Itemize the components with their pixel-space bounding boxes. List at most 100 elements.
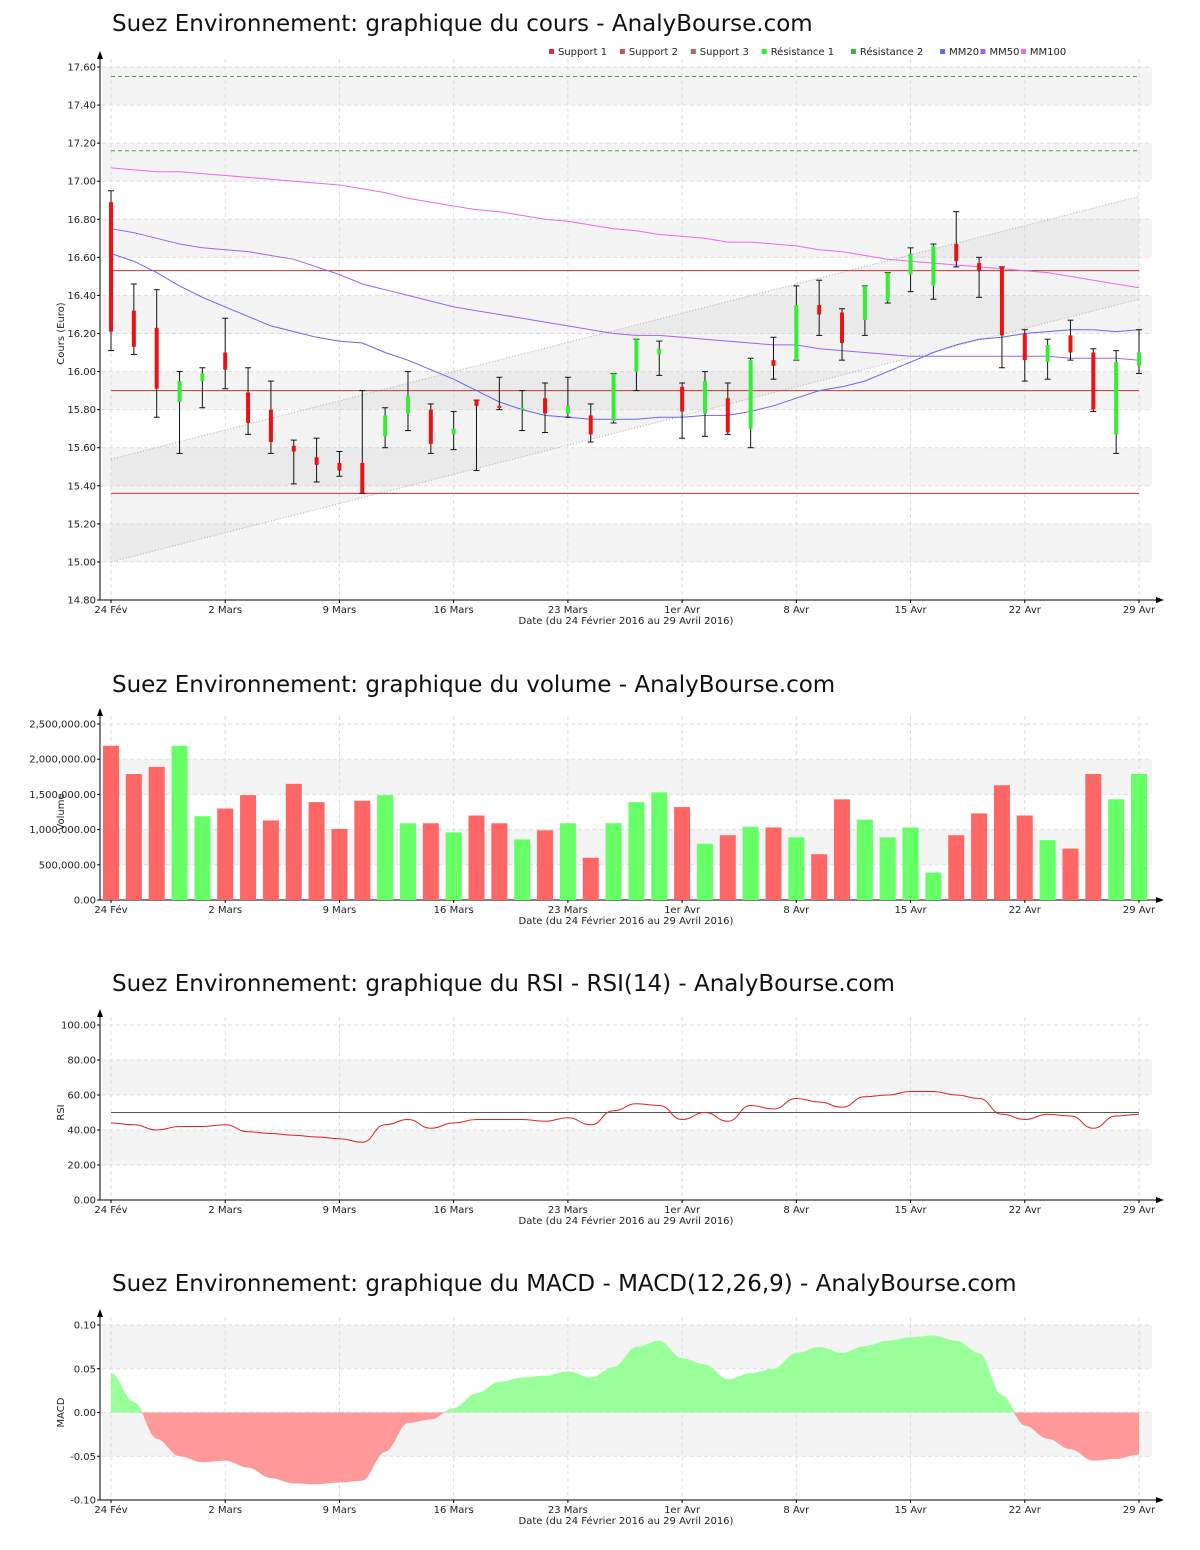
volume-bar [696, 843, 713, 900]
rsi-chart-title: Suez Environnement: graphique du RSI - R… [112, 971, 895, 997]
x-tick-label: 9 Mars [323, 1505, 357, 1516]
price-chart-title: Suez Environnement: graphique du cours -… [112, 11, 813, 37]
volume-bar [948, 835, 965, 900]
y-tick-label: 17.40 [67, 101, 96, 112]
volume-bar [491, 823, 508, 900]
y-tick-label: -0.05 [70, 1452, 96, 1463]
candle-body [268, 409, 273, 443]
x-tick-label: 8 Avr [783, 905, 810, 916]
legend-label: Résistance 1 [771, 46, 834, 58]
x-tick-label: 8 Avr [783, 605, 810, 616]
candle-body [794, 304, 799, 361]
volume-bar [1039, 840, 1056, 900]
x-axis-label: Date (du 24 Février 2016 au 29 Avril 201… [519, 915, 734, 927]
macd-chart-title: Suez Environnement: graphique du MACD - … [112, 1271, 1017, 1297]
candle-body [337, 462, 342, 471]
candle [496, 376, 503, 411]
x-axis-arrow [1156, 597, 1164, 603]
volume-bar [719, 835, 736, 900]
y-axis-arrow [97, 1009, 103, 1017]
volume-bar [902, 827, 919, 900]
legend-label: Support 3 [700, 47, 749, 58]
grid-band [102, 1060, 1152, 1095]
candle [930, 243, 937, 300]
candle-body [1091, 352, 1096, 410]
candle-body [908, 253, 913, 275]
candle [245, 367, 252, 435]
candle [404, 371, 411, 432]
x-tick-label: 22 Avr [1009, 1505, 1042, 1516]
x-axis-label: Date (du 24 Février 2016 au 29 Avril 201… [519, 1215, 734, 1227]
y-tick-label: 14.80 [67, 596, 96, 607]
price-chart: 14.80 15.00 15.20 15.40 15.60 15.80 16.00 16.20… [56, 46, 1164, 627]
candle [998, 266, 1005, 369]
candle [1136, 329, 1142, 374]
candle [793, 285, 800, 361]
volume-bar [971, 813, 988, 900]
candle [359, 390, 366, 494]
volume-bar [422, 823, 439, 900]
y-tick-label: 15.00 [67, 557, 96, 568]
volume-bar [468, 815, 485, 900]
volume-bar [582, 857, 599, 900]
volume-bar [1108, 799, 1125, 900]
volume-bar [103, 745, 119, 900]
y-tick-label: 2,500,000.00 [29, 720, 96, 731]
candle-body [588, 415, 593, 435]
candle-body [931, 245, 936, 286]
candle [701, 371, 708, 437]
macd-positive-area [111, 1335, 1139, 1413]
x-tick-label: 24 Fév [94, 904, 127, 916]
candle-body [291, 445, 296, 452]
grid-band [102, 219, 1152, 258]
candle-body [177, 381, 182, 403]
x-axis-arrow [1156, 897, 1164, 903]
candle [267, 380, 274, 454]
candle-body [109, 202, 113, 332]
y-tick-label: 0.00 [74, 896, 96, 907]
candle [130, 283, 137, 355]
legend-label: MM20 [949, 47, 979, 58]
candle-body [1137, 352, 1141, 366]
mm20-line [110, 253, 1140, 420]
candle [1067, 319, 1074, 361]
x-tick-label: 23 Mars [548, 1505, 588, 1516]
candle-body [200, 373, 205, 382]
y-tick-label: 0.00 [74, 1408, 96, 1419]
volume-bar [811, 854, 828, 900]
y-axis-label: RSI [56, 1104, 67, 1120]
candle [1021, 329, 1028, 382]
mm50-line [110, 228, 1140, 361]
x-tick-label: 2 Mars [208, 1505, 242, 1516]
candle-body [474, 400, 479, 406]
candle-body [999, 266, 1004, 336]
volume-chart: 0.00 500,000.00 1,000,000.00 1,500,000.00 2,… [29, 708, 1164, 927]
candle-body [383, 415, 388, 437]
volume-bar [537, 830, 554, 900]
y-tick-label: 16.40 [67, 291, 96, 302]
candle-body [680, 386, 685, 412]
candle-body [246, 392, 251, 423]
x-axis-label: Date (du 24 Février 2016 au 29 Avril 201… [519, 1515, 734, 1527]
y-tick-label: 17.20 [67, 139, 96, 150]
x-tick-label: 24 Fév [94, 1204, 127, 1216]
candle-body [497, 405, 502, 408]
candle [473, 399, 480, 472]
x-tick-label: 29 Avr [1123, 605, 1156, 616]
x-tick-label: 16 Mars [434, 905, 474, 916]
x-tick-label: 8 Avr [783, 1205, 810, 1216]
legend-label: MM50 [990, 47, 1020, 58]
candle [953, 211, 960, 268]
x-tick-label: 16 Mars [434, 605, 474, 616]
candle-body [451, 428, 456, 435]
legend-swatch [690, 49, 696, 54]
volume-bar [171, 745, 188, 900]
candle-body [611, 373, 616, 422]
rsi-line [110, 1091, 1140, 1143]
y-tick-label: 15.40 [67, 481, 96, 492]
volume-bar [834, 799, 851, 900]
y-tick-label: 2,000,000.00 [29, 755, 96, 766]
y-tick-label: 80.00 [67, 1056, 96, 1067]
candle [770, 336, 777, 380]
candle [427, 403, 434, 454]
